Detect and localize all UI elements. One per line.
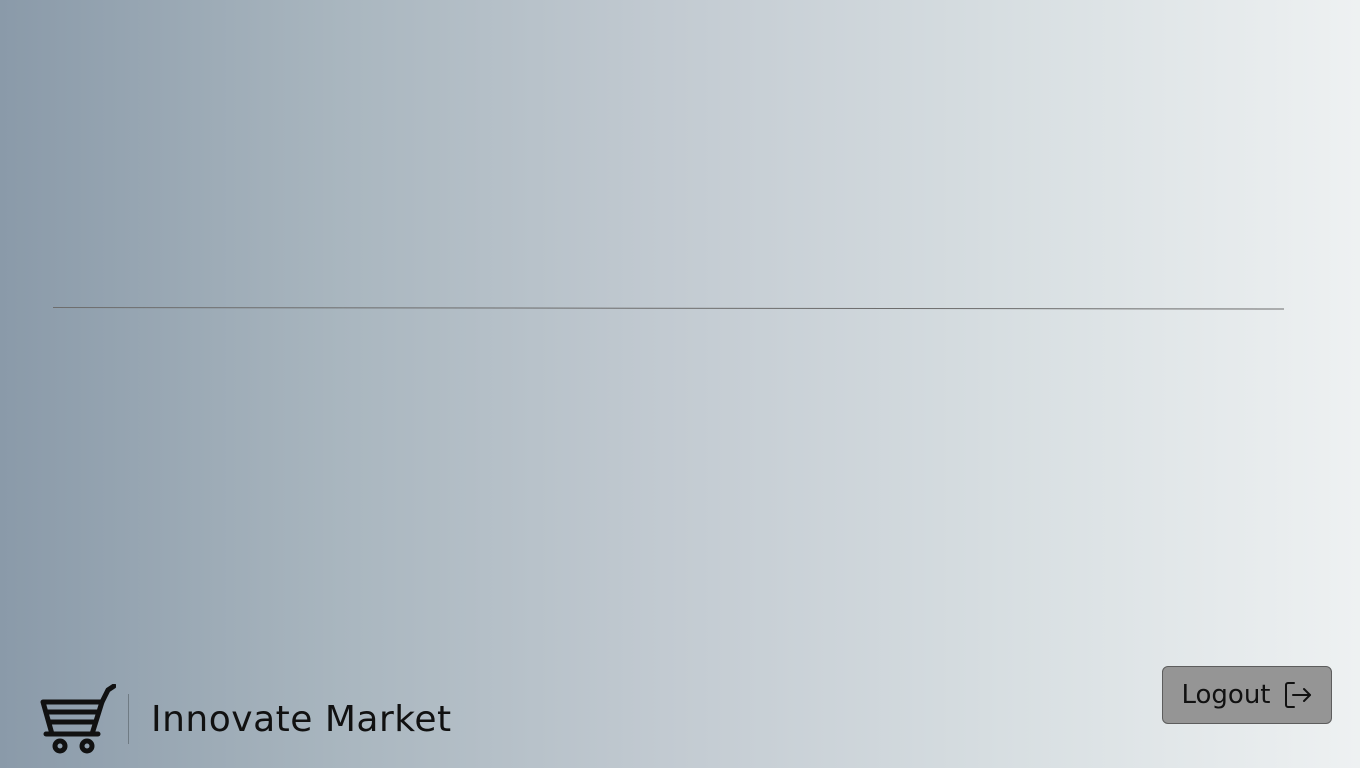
brand-name: Innovate Market	[151, 698, 452, 740]
divider-line	[52, 307, 1284, 310]
logout-icon	[1284, 682, 1311, 708]
logout-button[interactable]: Logout	[1162, 666, 1332, 724]
shopping-cart-icon	[40, 684, 116, 754]
brand: Innovate Market	[40, 683, 452, 755]
logout-label: Logout	[1181, 680, 1271, 710]
brand-separator	[128, 694, 129, 744]
